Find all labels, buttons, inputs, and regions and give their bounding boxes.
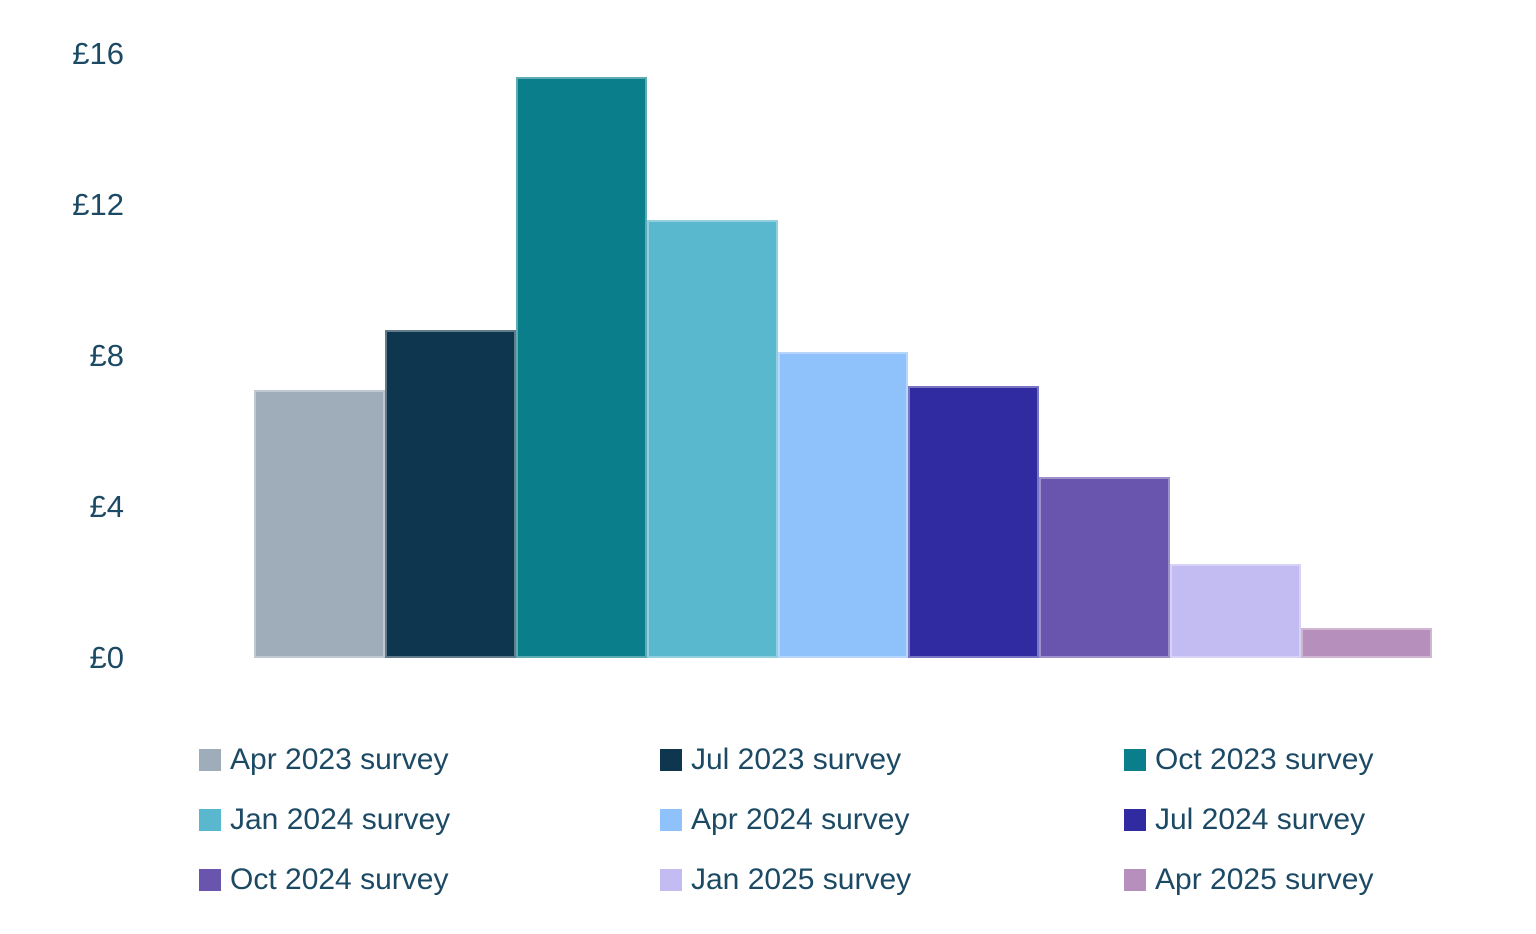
bar-oct-2023-survey	[515, 76, 647, 658]
bar-jul-2023-survey	[384, 329, 516, 658]
legend-swatch-icon	[660, 869, 682, 891]
legend-swatch-icon	[1124, 809, 1146, 831]
legend-item-apr-2024-survey[interactable]: Apr 2024 survey	[660, 803, 909, 837]
legend-label: Apr 2024 survey	[691, 803, 910, 836]
legend-item-apr-2023-survey[interactable]: Apr 2023 survey	[199, 743, 448, 777]
bar-jan-2024-survey	[646, 220, 778, 658]
legend-swatch-icon	[660, 809, 682, 831]
legend-label: Jul 2024 survey	[1155, 803, 1366, 836]
y-axis-tick-label: £8	[89, 338, 124, 373]
legend-item-oct-2023-survey[interactable]: Oct 2023 survey	[1124, 743, 1373, 777]
bar-jul-2024-survey	[908, 386, 1040, 658]
legend-label: Jan 2025 survey	[691, 863, 912, 896]
legend-label: Jul 2023 survey	[691, 743, 902, 776]
y-axis-tick-label: £4	[89, 489, 124, 524]
bar-apr-2023-survey	[254, 389, 385, 658]
legend-item-oct-2024-survey[interactable]: Oct 2024 survey	[199, 863, 448, 897]
legend-swatch-icon	[199, 749, 221, 771]
legend-label: Apr 2023 survey	[230, 743, 449, 776]
legend-label: Apr 2025 survey	[1155, 863, 1374, 896]
legend-item-jul-2023-survey[interactable]: Jul 2023 survey	[660, 743, 901, 777]
legend-item-apr-2025-survey[interactable]: Apr 2025 survey	[1124, 863, 1373, 897]
legend-swatch-icon	[1124, 749, 1146, 771]
legend-label: Oct 2023 survey	[1155, 743, 1374, 776]
y-axis-tick-label: £16	[72, 36, 124, 71]
legend-item-jan-2025-survey[interactable]: Jan 2025 survey	[660, 863, 911, 897]
legend-label: Oct 2024 survey	[230, 863, 449, 896]
legend-swatch-icon	[199, 869, 221, 891]
legend-item-jul-2024-survey[interactable]: Jul 2024 survey	[1124, 803, 1365, 837]
legend-item-jan-2024-survey[interactable]: Jan 2024 survey	[199, 803, 450, 837]
bar-apr-2025-survey	[1301, 627, 1432, 658]
bar-jan-2025-survey	[1170, 563, 1302, 658]
bar-oct-2024-survey	[1039, 476, 1171, 658]
y-axis-tick-label: £12	[72, 187, 124, 222]
y-axis-tick-label: £0	[89, 640, 124, 675]
legend-swatch-icon	[1124, 869, 1146, 891]
legend-swatch-icon	[199, 809, 221, 831]
bar-apr-2024-survey	[777, 352, 909, 658]
legend-label: Jan 2024 survey	[230, 803, 451, 836]
legend-swatch-icon	[660, 749, 682, 771]
